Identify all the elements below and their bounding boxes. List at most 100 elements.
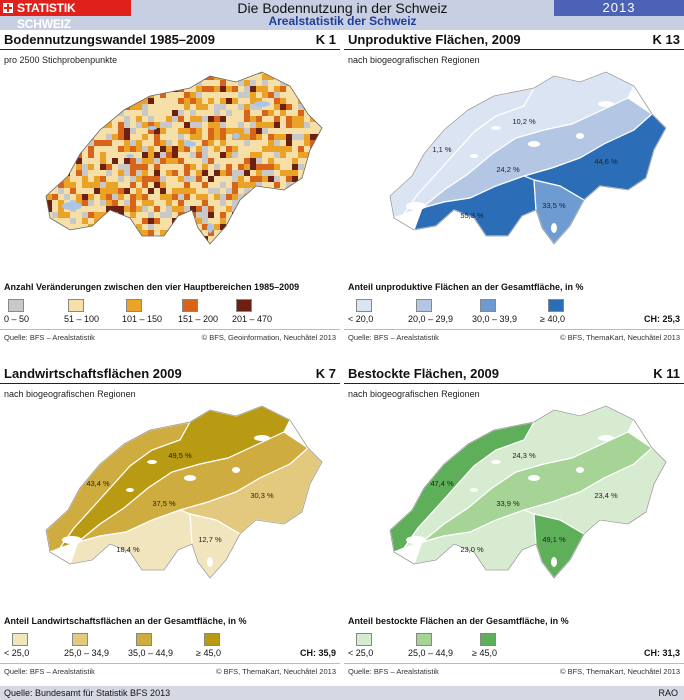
legend-label: ≥ 45,0 xyxy=(196,648,221,658)
lake xyxy=(491,460,501,464)
divider xyxy=(344,663,684,664)
legend-title: Anteil bestockte Flächen an der Gesamtfl… xyxy=(348,616,569,626)
legend-label: 201 – 470 xyxy=(232,314,273,324)
lake xyxy=(470,488,478,492)
panel-code: K 11 xyxy=(653,366,680,381)
country-border xyxy=(389,71,667,245)
region-value-label: 43,4 % xyxy=(86,479,110,488)
divider xyxy=(344,329,684,330)
legend-swatch xyxy=(236,299,252,312)
legend-label: 30,0 – 39,9 xyxy=(472,314,518,324)
legend-swatch xyxy=(416,299,432,312)
legend-label: ≥ 45,0 xyxy=(472,648,497,658)
region-map: 1,1 % 10,2 % 24,2 % 44,6 % 55,3 % 33,5 % xyxy=(389,71,667,245)
legend-label: 35,0 – 44,9 xyxy=(128,648,174,658)
source-note: Quelle: BFS – Arealstatistik xyxy=(348,667,439,676)
region-value-label: 10,2 % xyxy=(512,117,536,126)
lake xyxy=(126,488,134,492)
region-map: 43,4 % 49,5 % 37,5 % 30,3 % 18,4 % 12,7 % xyxy=(45,405,323,579)
legend-swatch xyxy=(8,299,24,312)
region-value-label: 24,3 % xyxy=(512,451,536,460)
map-panel-k1: Bodennutzungswandel 1985–2009 K 1 pro 25… xyxy=(0,32,340,352)
map-panel-k13: Unproduktive Flächen, 2009 K 13 nach bio… xyxy=(344,32,684,352)
lake xyxy=(184,475,196,481)
brand-label: STATISTIK SCHWEIZ xyxy=(17,1,76,31)
lake xyxy=(551,223,557,233)
region-value-label: 33,9 % xyxy=(496,499,520,508)
lake xyxy=(491,126,501,130)
map-panel-k11: Bestockte Flächen, 2009 K 11 nach biogeo… xyxy=(344,366,684,686)
region-value-label: 55,3 % xyxy=(460,211,484,220)
lake xyxy=(126,154,134,158)
legend-label: 0 – 50 xyxy=(4,314,30,324)
lake xyxy=(62,202,82,210)
region-value-label: 47,4 % xyxy=(430,479,454,488)
panel-subtitle: nach biogeografischen Regionen xyxy=(348,55,480,65)
change-cells xyxy=(46,72,322,244)
source-note: Quelle: BFS – Arealstatistik xyxy=(348,333,439,342)
page-subtitle: Arealstatistik der Schweiz xyxy=(268,14,417,28)
panel-code: K 1 xyxy=(315,32,336,47)
legend-swatch xyxy=(182,299,198,312)
legend-label: 51 – 100 xyxy=(64,314,100,324)
divider xyxy=(344,383,684,384)
lake xyxy=(207,223,213,233)
legend-label: 20,0 – 29,9 xyxy=(408,314,454,324)
lake xyxy=(576,467,584,473)
copyright-note: © BFS, ThemaKart, Neuchâtel 2013 xyxy=(215,667,336,676)
lake xyxy=(62,536,82,544)
legend-swatch xyxy=(416,633,432,646)
legend-title: Anteil unproduktive Flächen an der Gesam… xyxy=(348,282,584,292)
copyright-note: © BFS, Geoinformation, Neuchâtel 2013 xyxy=(201,333,336,342)
ch-value: CH: 35,9 xyxy=(299,648,336,658)
footer-source: Quelle: Bundesamt für Statistik BFS 2013 xyxy=(4,688,171,698)
divider xyxy=(0,663,340,664)
legend-label: ≥ 40,0 xyxy=(540,314,565,324)
divider xyxy=(0,49,340,50)
legend-swatch xyxy=(480,299,496,312)
ch-value: CH: 31,3 xyxy=(643,648,680,658)
swiss-cross-icon xyxy=(3,3,13,13)
region-value-label: 23,4 % xyxy=(594,491,618,500)
change-grid-map xyxy=(45,71,323,245)
copyright-note: © BFS, ThemaKart, Neuchâtel 2013 xyxy=(559,333,680,342)
panel-subtitle: nach biogeografischen Regionen xyxy=(4,389,136,399)
panel-code: K 7 xyxy=(315,366,336,381)
region-value-label: 49,1 % xyxy=(542,535,566,544)
region-value-label: 49,5 % xyxy=(168,451,192,460)
page-title: Die Bodennutzung in der Schweiz xyxy=(237,0,448,16)
legend-label: < 25,0 xyxy=(4,648,30,658)
panel-code: K 13 xyxy=(652,32,680,47)
lake xyxy=(147,460,157,464)
lake xyxy=(184,141,196,147)
lake xyxy=(232,467,240,473)
region-value-label: 30,3 % xyxy=(250,491,274,500)
country-border xyxy=(45,405,323,579)
map-panel-k7: Landwirtschaftsflächen 2009 K 7 nach bio… xyxy=(0,366,340,686)
copyright-note: © BFS, ThemaKart, Neuchâtel 2013 xyxy=(559,667,680,676)
brand-badge[interactable]: STATISTIK SCHWEIZ xyxy=(0,0,131,31)
region-value-label: 44,6 % xyxy=(594,157,618,166)
region-value-label: 23,0 % xyxy=(460,545,484,554)
legend-swatch xyxy=(12,633,28,646)
panel-subtitle: pro 2500 Stichprobenpunkte xyxy=(4,55,118,65)
country-border xyxy=(45,71,323,245)
panel-subtitle: nach biogeografischen Regionen xyxy=(348,389,480,399)
source-note: Quelle: BFS – Arealstatistik xyxy=(4,333,95,342)
legend-swatch xyxy=(72,633,88,646)
divider xyxy=(0,383,340,384)
legend-label: 25,0 – 44,9 xyxy=(408,648,454,658)
panel-title: Landwirtschaftsflächen 2009 xyxy=(4,366,182,381)
panel-title: Unproduktive Flächen, 2009 xyxy=(348,32,521,47)
legend-swatch xyxy=(204,633,220,646)
legend-swatch xyxy=(480,633,496,646)
footer-bar: Quelle: Bundesamt für Statistik BFS 2013… xyxy=(0,686,684,700)
panel-title: Bestockte Flächen, 2009 xyxy=(348,366,500,381)
divider xyxy=(0,329,340,330)
legend-label: 101 – 150 xyxy=(122,314,163,324)
lake xyxy=(232,133,240,139)
legend-swatch xyxy=(126,299,142,312)
lake xyxy=(528,141,540,147)
legend-label: 25,0 – 34,9 xyxy=(64,648,110,658)
country-border xyxy=(389,405,667,579)
